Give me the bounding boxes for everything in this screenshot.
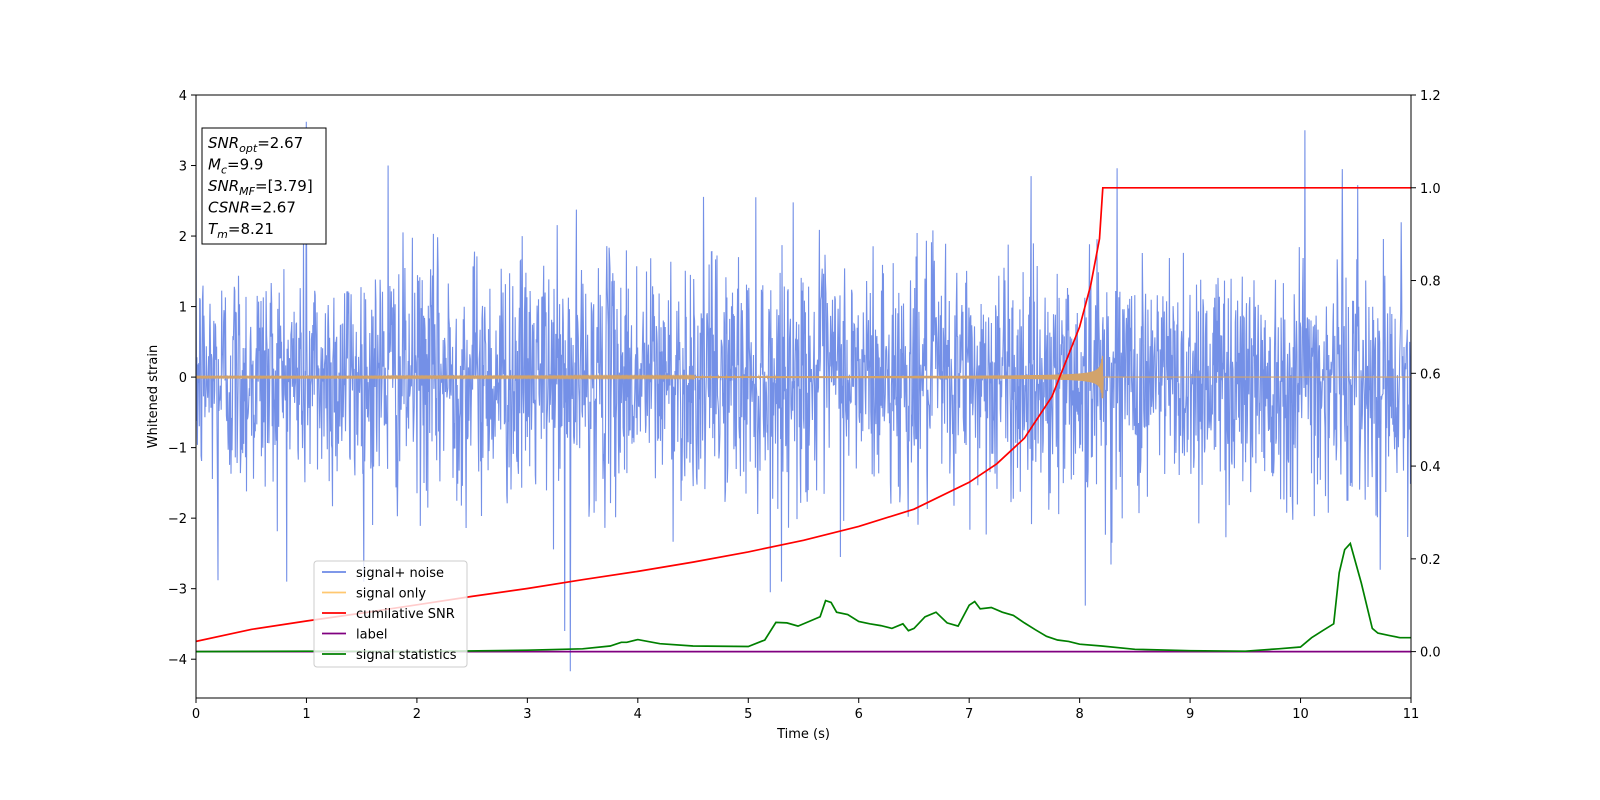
x-tick-label: 11 xyxy=(1403,707,1420,722)
y-right-tick-label: 0.0 xyxy=(1420,646,1441,661)
info-box-line: Mc=9.9 xyxy=(208,156,263,177)
plot-frame xyxy=(195,94,1412,699)
x-tick-label: 2 xyxy=(413,707,421,722)
legend-label: cumilative SNR xyxy=(356,607,455,622)
series-line-signal-only xyxy=(196,355,1411,399)
info-box-line: SNRopt=2.67 xyxy=(208,134,303,155)
x-tick-label: 3 xyxy=(523,707,531,722)
legend-label: signal+ noise xyxy=(356,566,444,581)
y-tick-label: 1 xyxy=(179,301,187,316)
y-right-tick-label: 0.8 xyxy=(1420,275,1441,290)
info-box-line: SNRMF=[3.79] xyxy=(208,177,313,198)
y-tick-label: −1 xyxy=(168,442,187,457)
x-axis-label: Time (s) xyxy=(776,727,830,742)
y-right-tick-label: 1.0 xyxy=(1420,182,1441,197)
x-tick-label: 1 xyxy=(302,707,310,722)
y-right-tick-label: 1.2 xyxy=(1420,89,1441,104)
series-line-signal-noise xyxy=(196,121,1411,672)
legend-label: signal statistics xyxy=(356,648,457,663)
info-box-frame xyxy=(201,127,327,245)
info-box-line: Tm=8.21 xyxy=(208,220,274,241)
x-tick-label: 9 xyxy=(1186,707,1194,722)
x-tick-label: 6 xyxy=(855,707,863,722)
y-tick-label: 0 xyxy=(179,371,187,386)
y-tick-label: −3 xyxy=(168,583,187,598)
x-tick-label: 0 xyxy=(192,707,200,722)
y-tick-label: −2 xyxy=(168,512,187,527)
y-tick-label: 3 xyxy=(179,160,187,175)
x-tick-label: 5 xyxy=(744,707,752,722)
series-line-signal-statistics xyxy=(196,541,1411,653)
y-right-tick-label: 0.6 xyxy=(1420,367,1441,382)
x-tick-label: 4 xyxy=(634,707,642,722)
y-tick-label: 4 xyxy=(179,89,187,104)
info-box-line: CSNR=2.67 xyxy=(208,199,296,217)
legend-frame xyxy=(313,560,468,668)
legend-label: label xyxy=(356,628,387,643)
legend: signal+ noise signal only cumilative SNR la… xyxy=(313,560,468,668)
axes: 0 1 2 3 4 5 6 7 8 9 10 1143210−1−2−3−41.21.00.80.60… xyxy=(168,89,1441,722)
y-tick-label: −4 xyxy=(168,653,187,668)
x-tick-label: 7 xyxy=(965,707,973,722)
legend-label: signal only xyxy=(356,587,426,602)
y-right-tick-label: 0.4 xyxy=(1420,460,1441,475)
y-axis-label: Whitened strain xyxy=(146,345,161,448)
y-right-tick-label: 0.2 xyxy=(1420,553,1441,568)
x-tick-label: 10 xyxy=(1292,707,1309,722)
x-tick-label: 8 xyxy=(1075,707,1083,722)
y-tick-label: 2 xyxy=(179,230,187,245)
